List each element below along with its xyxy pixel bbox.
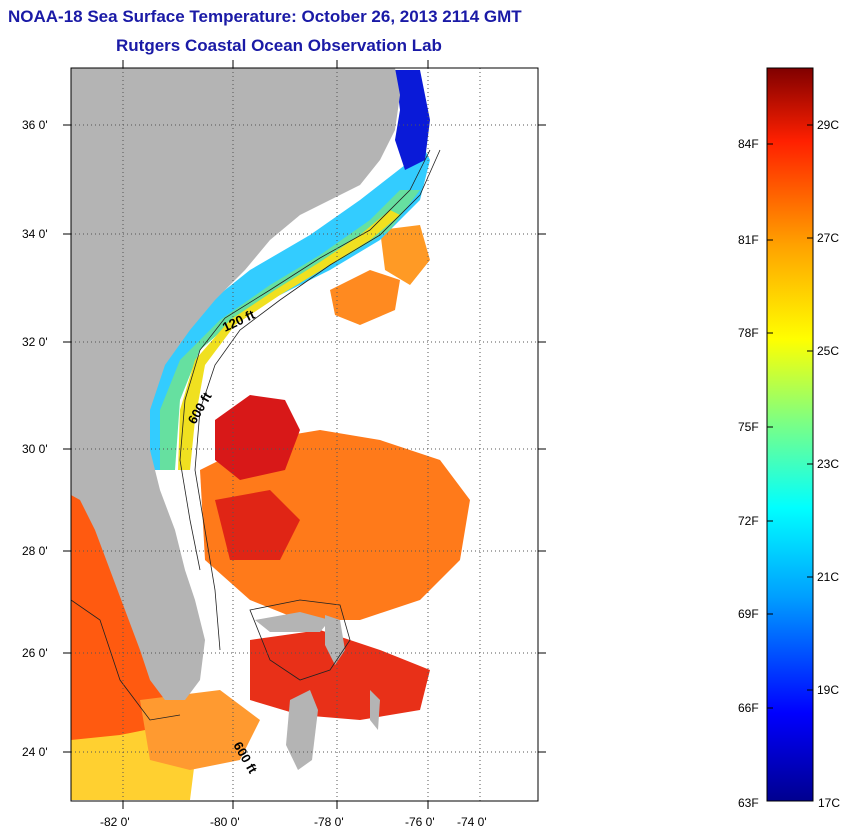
lon-label-82: -82 0': [100, 815, 130, 829]
offshore-orange-patch-2: [380, 225, 430, 285]
land-grand-bahama: [255, 612, 330, 632]
lat-label-24: 24 0': [22, 745, 48, 759]
lat-label-26: 26 0': [22, 646, 48, 660]
pamlico-cold-water: [395, 70, 430, 170]
colorbar-label-21c: 21C: [817, 570, 840, 584]
colorbar: [766, 67, 814, 802]
lon-label-78: -78 0': [314, 815, 344, 829]
colorbar-ticks: [767, 124, 813, 709]
keys-water: [140, 690, 260, 770]
warm-core-patch: [215, 395, 300, 480]
colorbar-label-84f: 84F: [738, 137, 759, 151]
lon-label-74: -74 0': [457, 815, 487, 829]
contour-600ft: [194, 149, 441, 651]
colorbar-label-27c: 27C: [817, 231, 840, 245]
gulf-of-mexico-water: [71, 490, 180, 750]
colorbar-label-25c: 25C: [817, 344, 840, 358]
colorbar-label-78f: 78F: [738, 326, 759, 340]
map-subtitle: Rutgers Coastal Ocean Observation Lab: [116, 36, 442, 55]
gulf-stream-water: [200, 430, 470, 620]
lat-label-32: 32 0': [22, 335, 48, 349]
map-frame: [70, 67, 539, 802]
colorbar-label-81f: 81F: [738, 233, 759, 247]
contour-gulf: [71, 599, 181, 721]
land-eleuthera: [370, 690, 380, 730]
contour-120ft: [179, 149, 431, 571]
offshore-orange-patch: [330, 270, 400, 325]
lat-label-28: 28 0': [22, 544, 48, 558]
colorbar-label-63f: 63F: [738, 796, 759, 810]
colorbar-label-66f: 66F: [738, 701, 759, 715]
land-andros: [286, 690, 318, 770]
lon-label-76: -76 0': [405, 815, 435, 829]
colorbar-label-29c: 29C: [817, 118, 840, 132]
colorbar-label-19c: 19C: [817, 683, 840, 697]
colorbar-label-17c: 17C: [818, 796, 841, 810]
coastal-cool-band: [140, 140, 430, 470]
coastal-yellow-band: [178, 210, 400, 470]
contour-bahamas: [249, 599, 351, 681]
colorbar-label-69f: 69F: [738, 607, 759, 621]
colorbar-label-75f: 75F: [738, 420, 759, 434]
colorbar-label-23c: 23C: [817, 457, 840, 471]
colorbar-label-72f: 72F: [738, 514, 759, 528]
lat-label-30: 30 0': [22, 442, 48, 456]
lon-label-80: -80 0': [210, 815, 240, 829]
warm-core-patch-2: [215, 490, 300, 560]
lat-label-34: 34 0': [22, 227, 48, 241]
land-mainland: [71, 68, 400, 700]
lat-label-36: 36 0': [22, 118, 48, 132]
axis-ticks: [63, 60, 546, 809]
map-title: NOAA-18 Sea Surface Temperature: October…: [8, 7, 522, 26]
